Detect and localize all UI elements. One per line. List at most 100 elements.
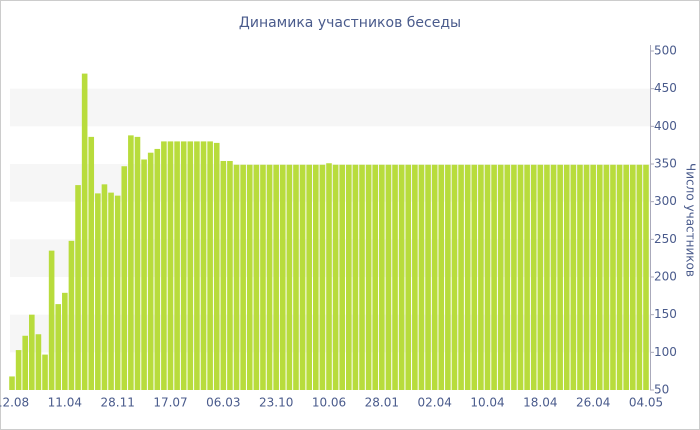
- bar: [524, 164, 530, 390]
- bar: [68, 240, 75, 390]
- bar: [372, 164, 379, 390]
- bar: [464, 164, 471, 390]
- bar: [484, 164, 491, 390]
- bar: [544, 164, 550, 390]
- bar: [616, 164, 623, 390]
- bar: [405, 164, 412, 390]
- bar: [418, 164, 425, 390]
- bar: [207, 141, 213, 390]
- bar: [511, 164, 517, 390]
- bar: [603, 164, 610, 390]
- bar: [412, 164, 418, 390]
- y-tick-label: 150: [654, 307, 677, 321]
- y-tick-label: 500: [654, 44, 677, 58]
- bar: [273, 164, 279, 390]
- x-tick-label: 26.04: [576, 396, 610, 410]
- bar: [101, 184, 108, 390]
- y-tick-label: 250: [654, 232, 677, 246]
- bar: [299, 164, 306, 390]
- x-tick-label: 02.04: [417, 396, 451, 410]
- y-tick-label: 450: [654, 81, 677, 95]
- bar: [187, 141, 194, 390]
- bar: [279, 164, 286, 390]
- bar: [590, 164, 596, 390]
- bar: [557, 164, 563, 390]
- x-tick-label: 17.07: [153, 396, 187, 410]
- y-tick-label: 100: [654, 345, 677, 359]
- bar: [537, 164, 544, 390]
- bar: [42, 354, 48, 390]
- bar: [458, 164, 464, 390]
- y-tick-label: 50: [654, 383, 669, 397]
- bar: [326, 163, 332, 390]
- bar: [55, 304, 62, 390]
- bar: [15, 350, 22, 390]
- bar: [610, 164, 616, 390]
- bar: [517, 164, 524, 390]
- bar: [319, 164, 326, 390]
- bar: [623, 164, 629, 390]
- bar: [240, 164, 246, 390]
- bar: [128, 135, 134, 390]
- bar: [346, 164, 352, 390]
- y-tick-label: 350: [654, 157, 677, 171]
- bar: [88, 136, 95, 390]
- bar: [134, 136, 141, 390]
- bar: [9, 376, 15, 390]
- bar: [108, 192, 114, 390]
- bar: [200, 141, 207, 390]
- bar: [438, 164, 445, 390]
- bar: [491, 164, 497, 390]
- bar: [339, 164, 346, 390]
- bar: [286, 164, 293, 390]
- bar: [583, 164, 590, 390]
- bar: [167, 141, 174, 390]
- bar: [478, 164, 484, 390]
- bar: [114, 195, 121, 390]
- bar: [312, 164, 319, 390]
- bar: [141, 159, 147, 390]
- x-tick-label: 23.10: [259, 396, 293, 410]
- chart-title: Динамика участников беседы: [239, 15, 461, 31]
- x-tick-label: 28.11: [100, 396, 134, 410]
- x-tick-label: 10.04: [470, 396, 504, 410]
- bar: [445, 164, 451, 390]
- x-tick-label: 18.04: [523, 396, 557, 410]
- bar: [471, 164, 478, 390]
- bar: [577, 164, 583, 390]
- bar: [227, 160, 233, 390]
- bar: [154, 148, 161, 390]
- bar: [161, 141, 167, 390]
- bar: [213, 142, 220, 390]
- bar: [570, 164, 577, 390]
- bar: [451, 164, 458, 390]
- bar: [643, 164, 649, 390]
- bar: [563, 164, 570, 390]
- bar: [332, 164, 339, 390]
- bar: [29, 314, 35, 390]
- bar: [95, 193, 101, 390]
- bar: [398, 164, 405, 390]
- bar: [194, 141, 200, 390]
- bar: [425, 164, 431, 390]
- y-tick-label: 300: [654, 194, 677, 208]
- bar: [636, 164, 643, 390]
- bar: [365, 164, 372, 390]
- x-tick-label: 11.04: [48, 396, 82, 410]
- x-tick-label: 10.06: [312, 396, 346, 410]
- bar: [48, 250, 55, 390]
- bar: [379, 164, 385, 390]
- bar: [246, 164, 253, 390]
- y-tick-label: 200: [654, 270, 677, 284]
- x-tick-label: 28.01: [365, 396, 399, 410]
- bar: [629, 164, 636, 390]
- y-tick-label: 400: [654, 119, 677, 133]
- bar: [260, 164, 266, 390]
- bar: [266, 164, 273, 390]
- bar: [306, 164, 312, 390]
- bar: [147, 152, 154, 390]
- bar: [359, 164, 365, 390]
- bar: [550, 164, 557, 390]
- bar: [75, 185, 81, 390]
